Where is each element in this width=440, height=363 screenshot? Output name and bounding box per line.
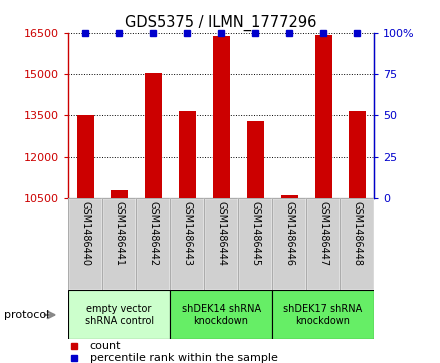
Text: GSM1486441: GSM1486441 bbox=[114, 201, 124, 266]
Bar bbox=[281, 195, 297, 198]
Bar bbox=[170, 198, 204, 290]
Bar bbox=[246, 121, 264, 198]
Text: GSM1486442: GSM1486442 bbox=[148, 201, 158, 266]
Bar bbox=[213, 36, 230, 198]
Text: protocol: protocol bbox=[4, 310, 50, 320]
Text: GSM1486445: GSM1486445 bbox=[250, 201, 260, 266]
Bar bbox=[272, 198, 306, 290]
Title: GDS5375 / ILMN_1777296: GDS5375 / ILMN_1777296 bbox=[125, 15, 317, 31]
Text: empty vector
shRNA control: empty vector shRNA control bbox=[84, 304, 154, 326]
Bar bbox=[145, 73, 161, 198]
Bar bbox=[204, 198, 238, 290]
Bar bbox=[340, 198, 374, 290]
Text: GSM1486448: GSM1486448 bbox=[352, 201, 362, 266]
Bar bbox=[272, 198, 306, 290]
Text: GSM1486444: GSM1486444 bbox=[216, 201, 226, 266]
Bar bbox=[315, 34, 331, 198]
Bar bbox=[238, 198, 272, 290]
Bar bbox=[77, 115, 94, 198]
Text: GSM1486443: GSM1486443 bbox=[182, 201, 192, 266]
Text: shDEK17 shRNA
knockdown: shDEK17 shRNA knockdown bbox=[283, 304, 363, 326]
Text: GSM1486440: GSM1486440 bbox=[80, 201, 90, 266]
Bar bbox=[170, 198, 204, 290]
Bar bbox=[68, 198, 102, 290]
Bar bbox=[102, 198, 136, 290]
Bar bbox=[306, 198, 340, 290]
Bar bbox=[170, 290, 272, 339]
Text: GSM1486446: GSM1486446 bbox=[284, 201, 294, 266]
Bar bbox=[340, 198, 374, 290]
Bar bbox=[68, 290, 170, 339]
Text: GSM1486447: GSM1486447 bbox=[318, 201, 328, 266]
Text: percentile rank within the sample: percentile rank within the sample bbox=[90, 353, 278, 363]
Bar bbox=[136, 198, 170, 290]
Bar bbox=[348, 111, 366, 198]
Bar bbox=[306, 198, 340, 290]
Bar bbox=[136, 198, 170, 290]
Bar bbox=[204, 198, 238, 290]
Text: shDEK14 shRNA
knockdown: shDEK14 shRNA knockdown bbox=[182, 304, 260, 326]
Text: count: count bbox=[90, 341, 121, 351]
Bar bbox=[68, 198, 102, 290]
Bar bbox=[179, 111, 196, 198]
Bar bbox=[111, 190, 128, 198]
Bar bbox=[238, 198, 272, 290]
Bar bbox=[102, 198, 136, 290]
Bar bbox=[272, 290, 374, 339]
